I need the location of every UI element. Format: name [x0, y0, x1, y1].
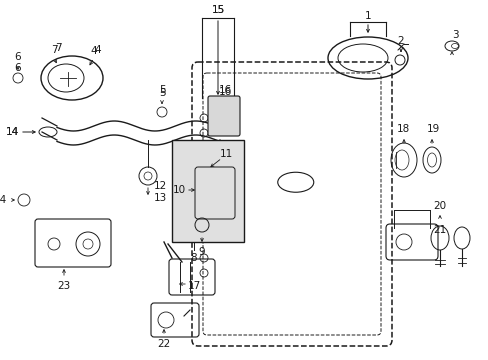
Text: 20: 20 — [432, 201, 446, 211]
Text: 23: 23 — [57, 281, 70, 291]
Bar — [172, 140, 244, 242]
Text: 5: 5 — [159, 85, 165, 95]
Text: 14: 14 — [5, 127, 19, 137]
Text: 7: 7 — [55, 43, 61, 53]
Text: 16: 16 — [218, 87, 231, 97]
Text: 4: 4 — [90, 46, 97, 56]
Text: 17: 17 — [187, 281, 200, 291]
Text: 12: 12 — [153, 181, 166, 191]
FancyBboxPatch shape — [207, 96, 240, 136]
Text: 10: 10 — [172, 185, 185, 195]
Text: 2: 2 — [397, 36, 404, 46]
Text: 1: 1 — [364, 11, 370, 21]
Text: 15: 15 — [211, 5, 224, 15]
Text: 8: 8 — [190, 253, 197, 263]
Text: 6: 6 — [15, 52, 21, 62]
Text: 16: 16 — [218, 85, 231, 95]
Text: 24: 24 — [0, 195, 7, 205]
Text: 5: 5 — [159, 88, 165, 98]
Text: 4: 4 — [95, 45, 101, 55]
Text: 14: 14 — [5, 127, 19, 137]
Text: 9: 9 — [198, 247, 205, 257]
Text: 15: 15 — [211, 5, 224, 15]
Text: 11: 11 — [219, 149, 232, 159]
Text: 3: 3 — [451, 30, 457, 40]
Text: 18: 18 — [396, 124, 409, 134]
Text: 22: 22 — [157, 339, 170, 349]
Text: 13: 13 — [153, 193, 166, 203]
Text: 6: 6 — [15, 63, 21, 73]
Text: 7: 7 — [51, 45, 57, 55]
Text: 19: 19 — [426, 124, 439, 134]
Text: 21: 21 — [432, 225, 446, 235]
